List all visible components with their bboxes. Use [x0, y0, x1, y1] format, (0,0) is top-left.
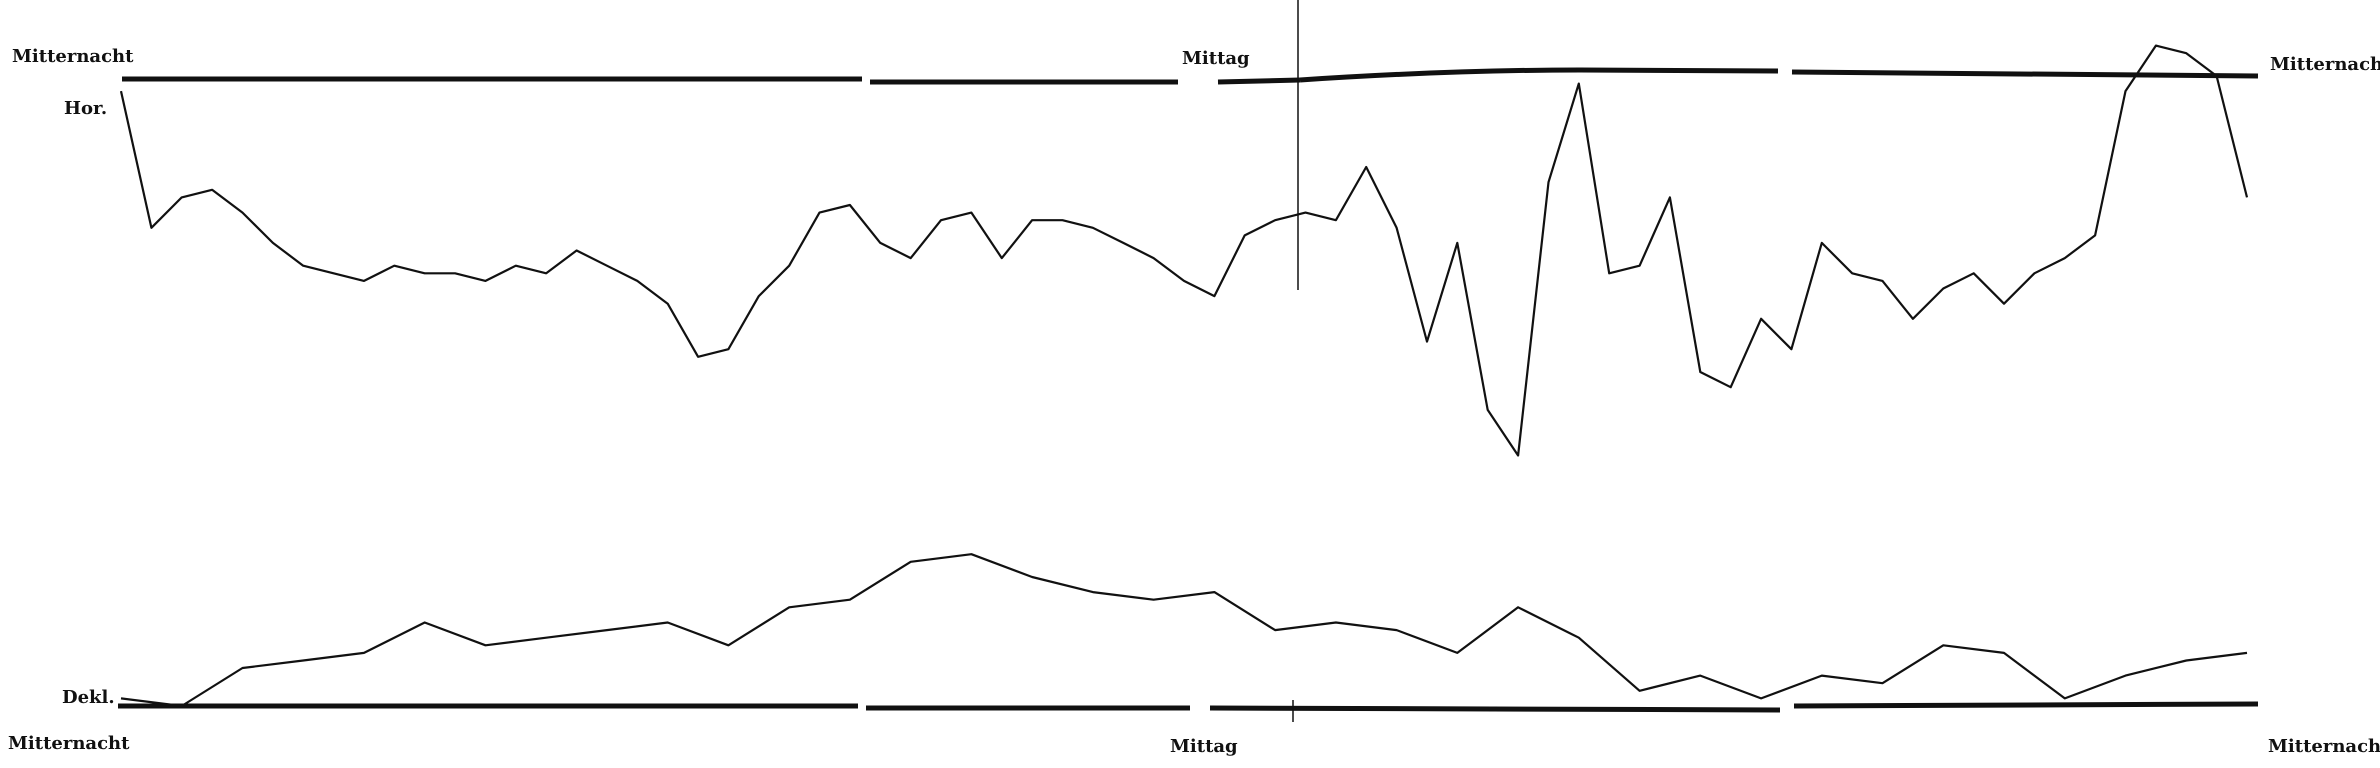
time-label: Mittag [1182, 48, 1250, 69]
time-label: Mittag [1170, 736, 1238, 757]
time-label: Mitternacht [2268, 736, 2380, 757]
baseline [1793, 701, 2259, 709]
baseline [1299, 67, 1779, 83]
time-label: Mitternacht [8, 733, 130, 754]
baseline [1791, 69, 2259, 79]
time-label: Mitternacht [2270, 54, 2380, 75]
trace-label: Dekl. [62, 687, 115, 708]
trace-line [119, 44, 2249, 457]
baseline [1209, 705, 1781, 713]
trace-label: Hor. [64, 98, 107, 119]
baseline [1217, 77, 1301, 85]
time-label: Mitternacht [12, 46, 134, 67]
baselines [118, 0, 2259, 722]
trace-line [120, 553, 2248, 708]
